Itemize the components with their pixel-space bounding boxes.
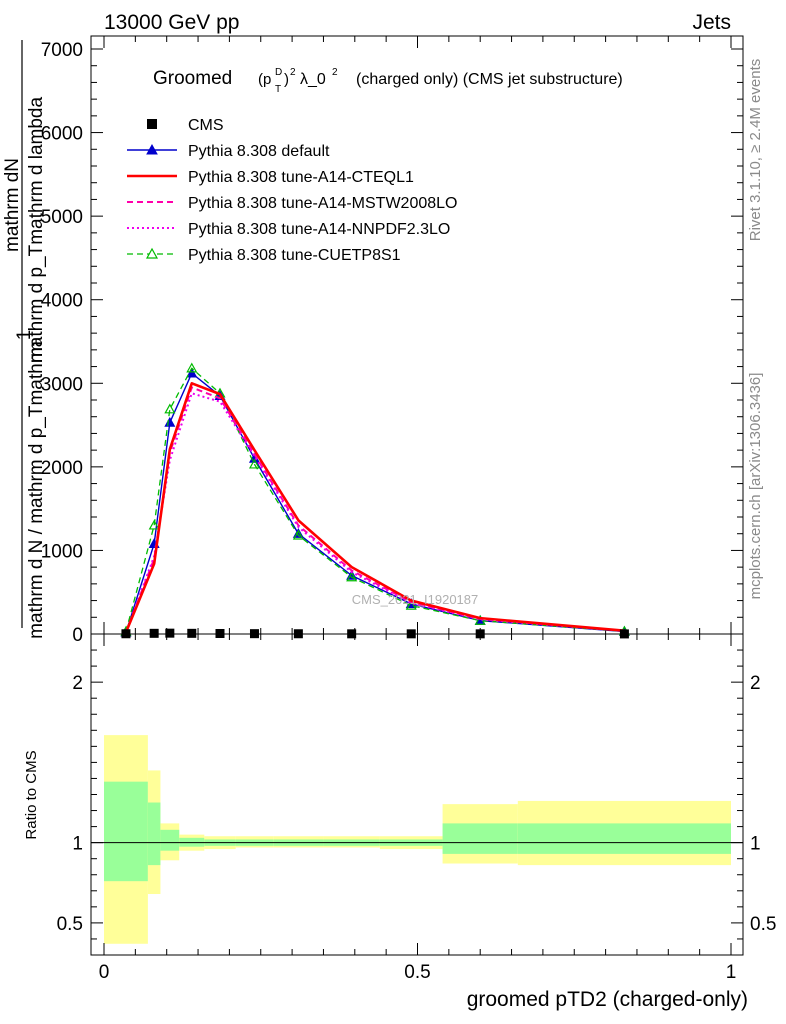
ratio-y-tick-label-right: 0.5 — [750, 914, 776, 935]
series-point — [405, 599, 417, 610]
main-y-tick-label: 7000 — [41, 40, 83, 61]
header-right: Jets — [692, 11, 731, 34]
analysis-watermark: CMS_2021_I1920187 — [352, 592, 479, 607]
x-tick-label: 1 — [726, 962, 737, 983]
cms-data-point — [187, 628, 197, 638]
legend-marker — [147, 119, 157, 129]
main-y-tick-label: 4000 — [41, 291, 83, 312]
cms-data-point — [619, 629, 629, 639]
x-tick-label: 0.5 — [404, 962, 430, 983]
x-axis-label: groomed pTD2 (charged-only) — [467, 988, 748, 1011]
ratio-y-tick-label: 2 — [72, 673, 83, 694]
ratio-band-inner — [160, 829, 180, 851]
ratio-band-inner — [147, 802, 161, 866]
x-tick-label: 0 — [99, 962, 110, 983]
series-point — [148, 519, 160, 530]
title-lambda: λ_0 — [300, 71, 326, 88]
ratio-y-axis-label: Ratio to CMS — [23, 750, 40, 839]
main-y-ticks: 0 1000 2000 3000 4000 5000 6000 7000 — [41, 40, 743, 646]
legend-label: Pythia 8.308 tune-A14-NNPDF2.3LO — [188, 221, 450, 238]
cms-data-point — [149, 628, 159, 638]
main-ylabel-num2: mathrm d p_Tmathrm d lambda — [26, 97, 47, 364]
ratio-band-inner — [104, 781, 148, 882]
title-suffix: (charged only) (CMS jet substructure) — [356, 71, 623, 88]
rivet-version-label: Rivet 3.1.10, ≥ 2.4M events — [747, 59, 764, 242]
legend-label: Pythia 8.308 tune-A14-MSTW2008LO — [188, 195, 457, 212]
main-y-axis-label: 1 mathrm dN mathrm d p_Tmathrm d lambda … — [2, 40, 47, 639]
series-point — [164, 403, 176, 414]
series-line — [125, 367, 625, 632]
series-1 — [124, 381, 625, 633]
cms-data-point — [293, 629, 303, 639]
series-point — [186, 362, 198, 373]
main-y-tick-label: 6000 — [41, 124, 83, 145]
main-y-tick-label: 0 — [72, 625, 83, 646]
cms-data-point — [475, 629, 485, 639]
title-prefix: Groomed — [153, 68, 232, 89]
legend-item: Pythia 8.308 tune-A14-NNPDF2.3LO — [127, 221, 450, 238]
legend-item: Pythia 8.308 tune-A14-CTEQL1 — [127, 169, 414, 186]
series-point — [164, 416, 176, 427]
cms-data-point — [249, 629, 259, 639]
legend-item: Pythia 8.308 default — [127, 143, 330, 160]
cms-data-point — [215, 628, 225, 638]
series-point — [292, 529, 304, 540]
plot-title: Groomed (p D T ) 2 λ_0 2 (charged only) … — [153, 67, 623, 95]
legend-label: Pythia 8.308 default — [188, 143, 330, 160]
legend-marker — [146, 143, 158, 155]
title-pt-close: ) — [284, 71, 289, 88]
legend-item: CMS — [147, 117, 224, 134]
cms-data-point — [406, 629, 416, 639]
legend: CMS Pythia 8.308 default Pythia 8.308 tune… — [127, 117, 457, 264]
cms-data-points — [121, 628, 629, 639]
title-pt-sup: D — [275, 67, 282, 78]
cms-data-point — [347, 629, 357, 639]
ratio-y-tick-label: 1 — [72, 834, 83, 855]
legend-label: Pythia 8.308 tune-CUETP8S1 — [188, 247, 401, 264]
header-left: 13000 GeV pp — [104, 11, 239, 34]
main-y-tick-label: 2000 — [41, 458, 83, 479]
title-pt-pow: 2 — [290, 67, 296, 78]
cms-data-point — [121, 629, 131, 639]
ratio-y-tick-label: 0.5 — [57, 914, 83, 935]
series-point — [346, 571, 358, 582]
cms-data-point — [165, 628, 175, 638]
series-line — [124, 381, 625, 633]
main-ylabel-num: mathrm dN — [2, 158, 23, 252]
legend-label: CMS — [188, 117, 224, 134]
title-pt-base: (p — [258, 71, 271, 88]
main-y-tick-label: 5000 — [41, 207, 83, 228]
title-lambda-pow: 2 — [332, 67, 338, 78]
title-pt-sub: T — [275, 84, 281, 95]
main-ylabel-den: mathrm d N / mathrm d p_Tmathrm — [26, 341, 47, 639]
series-point — [186, 367, 198, 378]
series-point — [248, 458, 260, 469]
ratio-band-inner — [517, 823, 731, 854]
ratio-y-tick-label-right: 1 — [750, 834, 761, 855]
mcplots-label: mcplots.cern.ch [arXiv:1306.3436] — [747, 373, 764, 600]
ratio-band-inner — [442, 823, 518, 854]
ratio-y-ticks: 0.5 0.5 1 1 2 2 — [57, 649, 776, 940]
legend-item: Pythia 8.308 tune-A14-MSTW2008LO — [127, 195, 457, 212]
ratio-bands — [104, 735, 731, 944]
legend-marker — [145, 247, 159, 259]
ratio-plot-frame — [90, 633, 744, 956]
main-y-tick-label: 3000 — [41, 374, 83, 395]
legend-item: Pythia 8.308 tune-CUETP8S1 — [127, 247, 401, 264]
main-ylabel-one: 1 — [14, 330, 35, 341]
main-y-tick-label: 1000 — [41, 541, 83, 562]
legend-label: Pythia 8.308 tune-A14-CTEQL1 — [188, 169, 414, 186]
ratio-y-tick-label-right: 2 — [750, 673, 761, 694]
